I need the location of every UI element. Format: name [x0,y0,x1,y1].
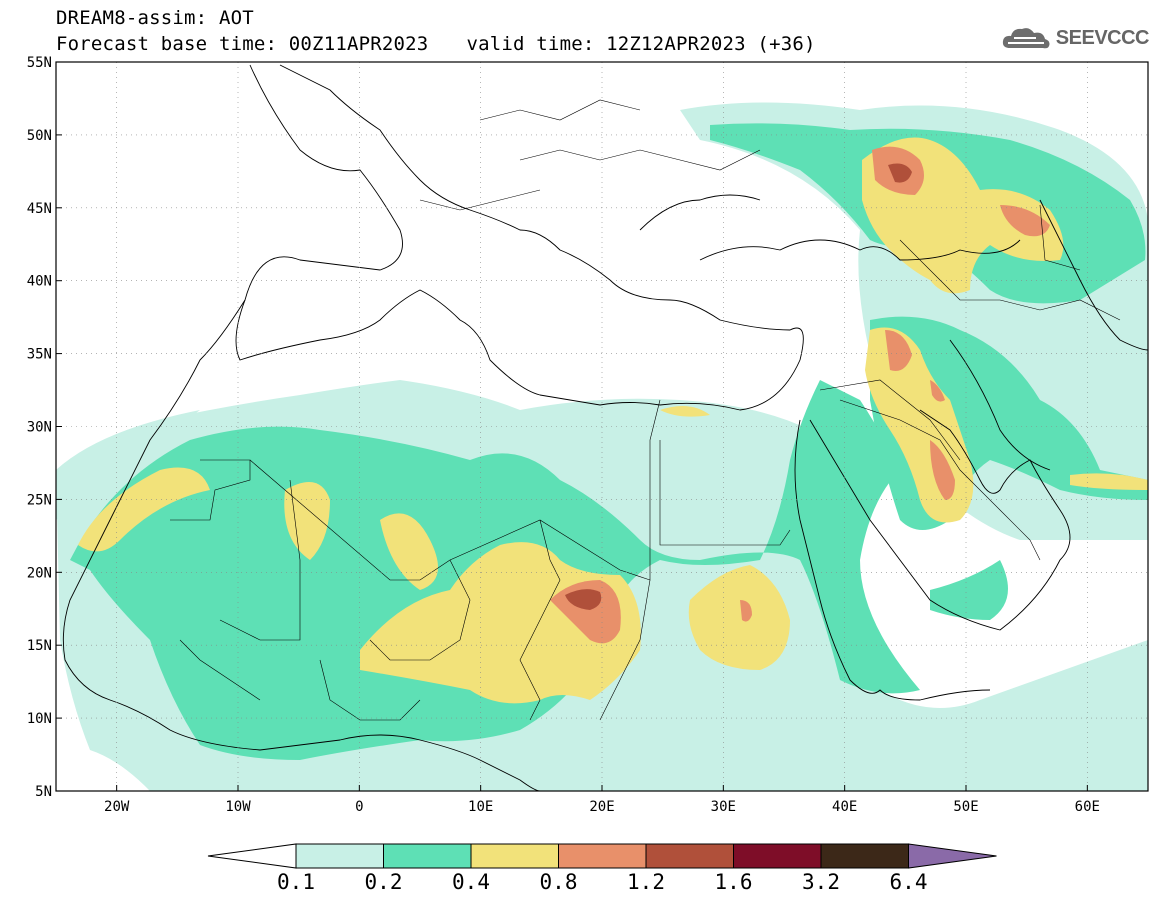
colorbar-high-extend [908,843,997,869]
map-frame [55,61,1149,792]
lat-label: 55N [27,55,52,71]
lat-label: 50N [27,128,52,144]
seevccc-logo: SEEVCCC [1000,24,1150,52]
colorbar-box [733,843,822,869]
lon-label: 20E [589,799,614,815]
colorbar-label: 6.4 [889,870,928,894]
lat-label: 5N [35,784,52,800]
lat-label: 45N [27,201,52,217]
colorbar-box [383,843,472,869]
colorbar-box [295,843,384,869]
lon-label: 20W [104,799,130,815]
colorbar-box [558,843,647,869]
lon-label: 30E [711,799,736,815]
forecast-times: Forecast base time: 00Z11APR2023 valid ti… [56,34,816,55]
lat-label: 30N [27,420,52,436]
lat-label: 25N [27,492,52,508]
country-borders [170,99,1121,721]
colorbar-label: 0.4 [452,870,490,894]
lat-label: 40N [27,274,52,290]
colorbar-label: 1.2 [627,870,665,894]
graticule [56,61,1148,792]
colorbar-box [470,843,559,869]
axis-labels: 55N 50N 45N 40N 35N 30N 25N 20N 15N 10N 5N 20W 10W 0 1… [27,55,1100,815]
base-time: Forecast base time: 00Z11APR2023 [56,33,429,55]
lon-label: 40E [832,799,857,815]
valid-time: valid time: 12Z12APR2023 (+36) [466,33,816,55]
lat-label: 15N [27,638,52,654]
lon-label: 10W [225,799,251,815]
aot-contours [56,102,1148,791]
colorbar-box [820,843,909,869]
lon-label: 10E [468,799,493,815]
lat-label: 20N [27,565,52,581]
lon-label: 60E [1075,799,1100,815]
coastlines [62,64,1148,791]
model-title: DREAM8-assim: AOT [56,7,254,29]
colorbar-label: 3.2 [802,870,840,894]
lon-label: 0 [355,799,363,815]
colorbar-label: 0.8 [539,870,578,894]
cloud-icon [1002,28,1050,49]
lat-label: 10N [27,711,52,727]
logo-text: SEEVCCC [1055,26,1150,49]
lat-label: 35N [27,347,52,363]
colorbar-low-extend [207,843,297,869]
colorbar-label: 0.1 [277,870,315,894]
lon-label: 50E [953,799,978,815]
colorbar-label: 1.6 [714,870,753,894]
colorbar-box [645,843,734,869]
colorbar-label: 0.2 [364,870,403,894]
